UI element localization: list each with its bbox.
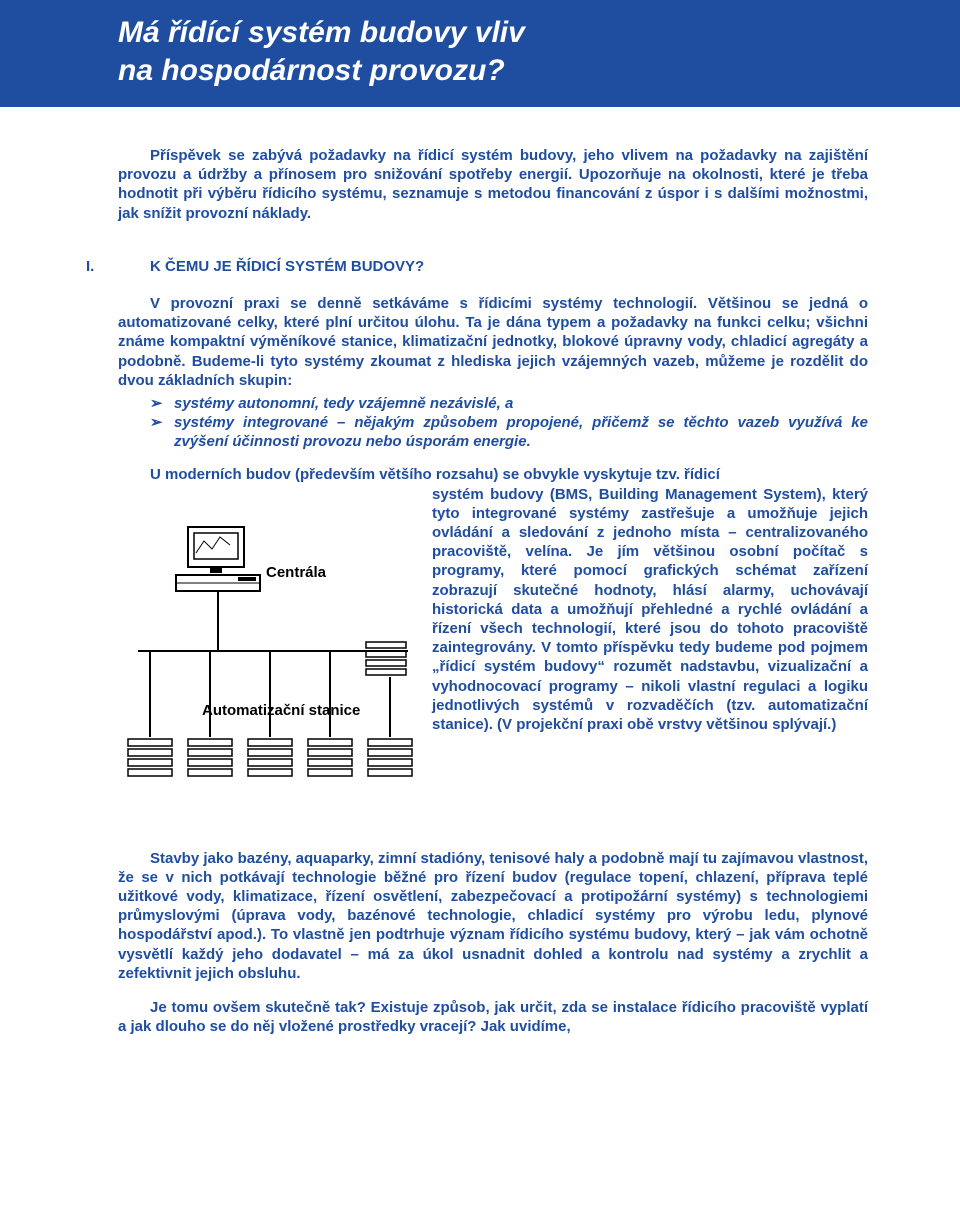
- title-line-1: Má řídící systém budovy vliv: [118, 16, 525, 49]
- tail-paragraph-1: Stavby jako bazény, aquaparky, zimní sta…: [118, 849, 868, 983]
- bms-diagram-svg: [118, 491, 418, 811]
- header-band: Má řídící systém budovy vliv na hospodár…: [0, 0, 960, 107]
- section-1-heading: I.K ČEMU JE ŘÍDICÍ SYSTÉM BUDOVY?: [118, 257, 868, 276]
- wrap-lead-line: U moderních budov (především většího roz…: [118, 465, 868, 484]
- bullet-list: ➢ systémy autonomní, tedy vzájemně nezáv…: [118, 394, 868, 452]
- section-1-paragraph: V provozní praxi se denně setkáváme s ří…: [118, 294, 868, 390]
- page-title: Má řídící systém budovy vliv na hospodár…: [0, 14, 960, 89]
- wrap-block: U moderních budov (především většího roz…: [118, 465, 868, 814]
- list-item: ➢ systémy integrované – nějakým způsobem…: [118, 413, 868, 451]
- list-item: ➢ systémy autonomní, tedy vzájemně nezáv…: [118, 394, 868, 413]
- page-body: Příspěvek se zabývá požadavky na řídicí …: [0, 107, 960, 1071]
- diagram-label-autom: Automatizační stanice: [202, 701, 360, 720]
- tail-paragraph-2: Je tomu ovšem skutečně tak? Existuje způ…: [118, 998, 868, 1036]
- bullet-text-1: systémy autonomní, tedy vzájemně nezávis…: [174, 394, 868, 413]
- section-1-title: K ČEMU JE ŘÍDICÍ SYSTÉM BUDOVY?: [150, 258, 424, 275]
- bullet-marker-icon: ➢: [118, 394, 174, 413]
- section-1-number: I.: [118, 257, 150, 276]
- bullet-marker-icon: ➢: [118, 413, 174, 451]
- intro-paragraph: Příspěvek se zabývá požadavky na řídicí …: [118, 146, 868, 223]
- bms-diagram: Centrála Automatizační stanice: [118, 491, 418, 811]
- title-line-2: na hospodárnost provozu?: [118, 54, 505, 87]
- diagram-label-centrala: Centrála: [266, 563, 326, 582]
- bullet-text-2: systémy integrované – nějakým způsobem p…: [174, 413, 868, 451]
